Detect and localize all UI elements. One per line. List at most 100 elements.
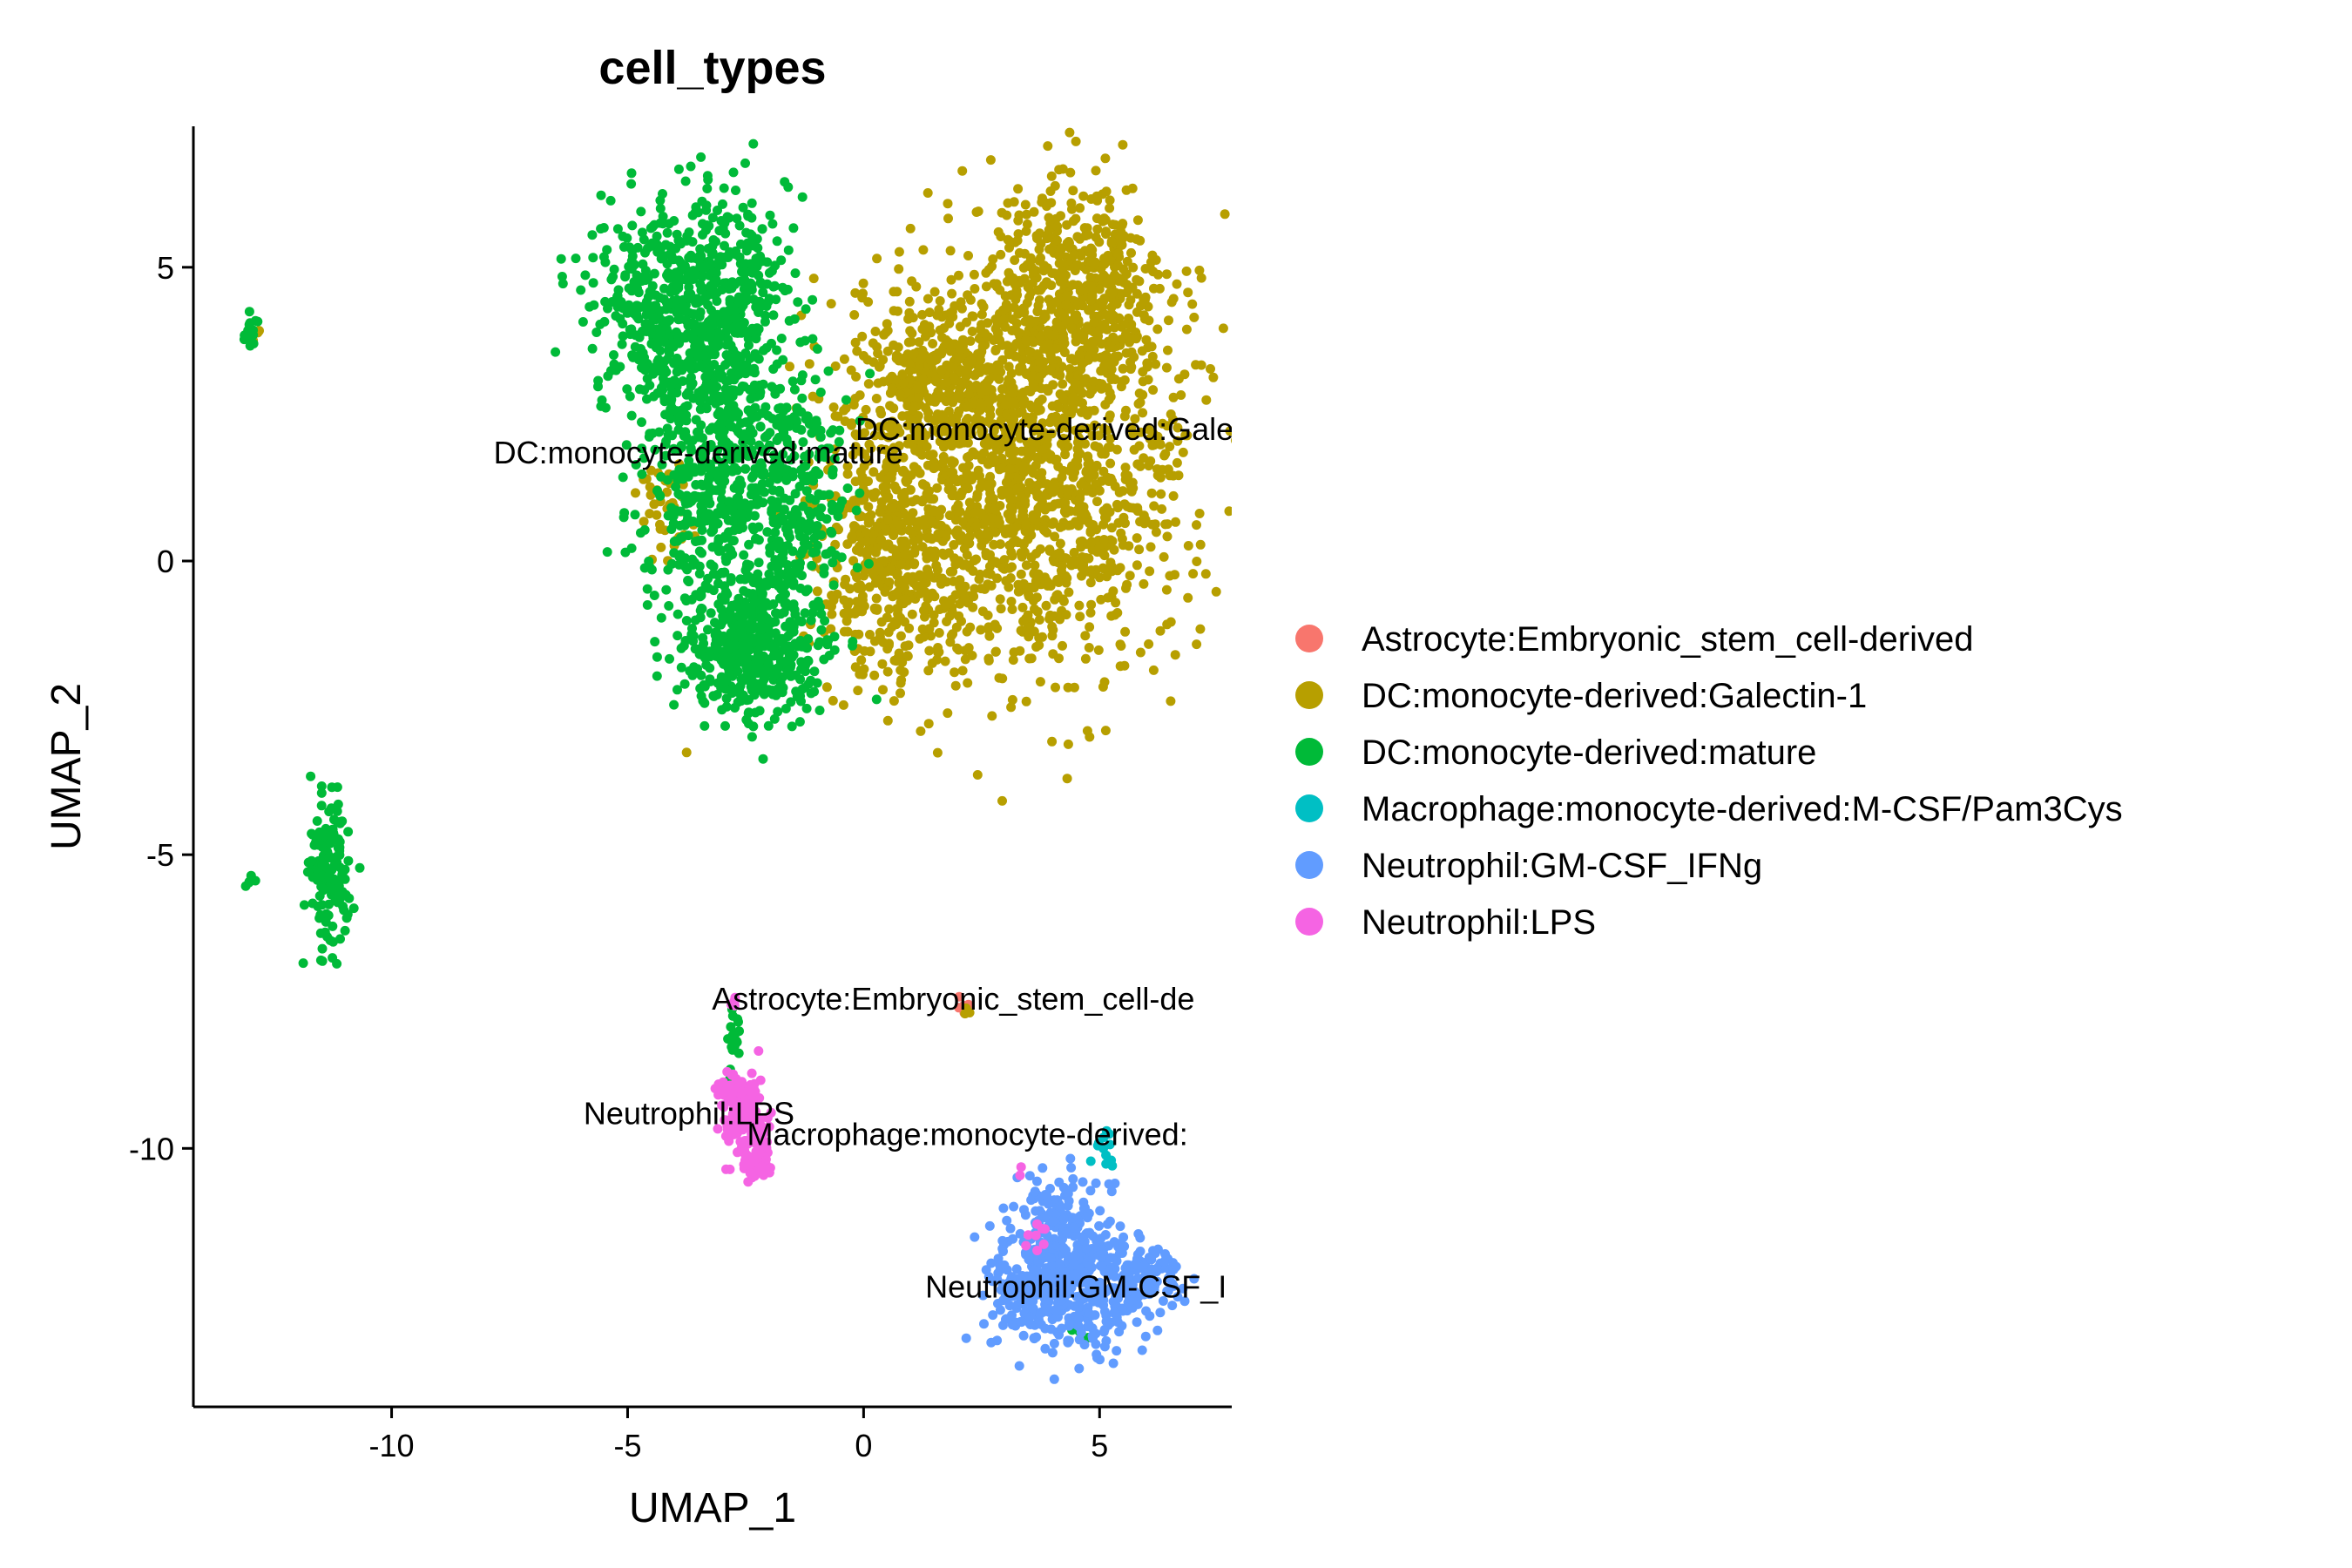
- data-point: [317, 860, 328, 870]
- data-point: [1206, 364, 1215, 374]
- data-point: [240, 881, 251, 891]
- data-point: [978, 301, 989, 312]
- data-point: [983, 550, 993, 560]
- data-point: [1031, 487, 1041, 497]
- data-point: [865, 368, 875, 379]
- data-point: [1006, 702, 1017, 713]
- data-point: [841, 574, 851, 585]
- data-point: [1028, 379, 1038, 389]
- data-point: [673, 235, 684, 246]
- data-point: [708, 561, 719, 571]
- data-point: [757, 479, 767, 489]
- data-point: [1046, 355, 1057, 365]
- data-point: [862, 512, 873, 523]
- data-point: [709, 389, 720, 400]
- data-point: [788, 599, 799, 610]
- data-point: [738, 653, 748, 664]
- data-point: [950, 515, 961, 525]
- data-point: [663, 429, 673, 440]
- data-point: [721, 350, 732, 360]
- data-point: [829, 454, 840, 463]
- data-point: [1166, 617, 1176, 627]
- data-point: [1099, 353, 1109, 363]
- data-point: [1183, 541, 1193, 551]
- data-point: [1075, 423, 1085, 434]
- data-point: [1096, 594, 1106, 605]
- data-point: [923, 666, 934, 676]
- data-point: [1063, 739, 1073, 749]
- data-point: [945, 246, 956, 256]
- data-point: [833, 511, 843, 522]
- data-point: [1065, 167, 1076, 178]
- data-point: [736, 618, 747, 629]
- data-point: [975, 470, 984, 481]
- data-point: [759, 467, 769, 477]
- data-point: [745, 365, 755, 375]
- data-point: [640, 275, 651, 286]
- data-point: [696, 285, 706, 295]
- data-point: [1001, 477, 1011, 488]
- data-point: [1010, 255, 1020, 266]
- data-point: [790, 268, 801, 279]
- data-point: [668, 443, 679, 454]
- data-point: [826, 624, 836, 634]
- data-point: [1009, 414, 1019, 424]
- data-point: [618, 242, 629, 252]
- data-point: [970, 508, 980, 518]
- data-point: [845, 584, 855, 594]
- data-point: [716, 216, 727, 226]
- data-point: [1196, 273, 1206, 283]
- data-point: [1058, 640, 1067, 651]
- data-point: [700, 698, 710, 708]
- data-point: [1132, 560, 1142, 571]
- data-point: [883, 627, 894, 638]
- data-point: [1039, 525, 1049, 535]
- data-point: [873, 348, 883, 359]
- data-point: [931, 426, 942, 436]
- data-point: [893, 342, 903, 353]
- data-point: [783, 182, 794, 193]
- data-point: [851, 505, 862, 516]
- data-point: [904, 296, 915, 307]
- data-point: [922, 442, 932, 452]
- data-point: [740, 463, 751, 474]
- data-point: [914, 337, 924, 348]
- data-point: [768, 281, 779, 292]
- data-point: [888, 464, 898, 475]
- data-point: [1043, 386, 1053, 396]
- data-point: [1178, 447, 1188, 457]
- data-point: [1068, 186, 1078, 196]
- data-point: [659, 364, 670, 375]
- data-point: [327, 782, 337, 793]
- data-point: [920, 587, 930, 598]
- data-point: [1098, 302, 1108, 313]
- data-point: [1020, 199, 1031, 210]
- data-point: [307, 855, 317, 866]
- data-point: [1017, 362, 1027, 373]
- data-point: [971, 521, 982, 531]
- data-point: [968, 311, 978, 321]
- data-point: [923, 719, 934, 729]
- data-point: [734, 485, 745, 496]
- data-point: [1049, 1338, 1059, 1348]
- data-point: [316, 781, 327, 791]
- data-point: [1038, 280, 1049, 291]
- data-point: [243, 325, 253, 335]
- data-point: [943, 199, 953, 209]
- data-point: [719, 457, 729, 468]
- data-point: [842, 600, 853, 611]
- data-point: [1085, 1156, 1096, 1166]
- data-point: [816, 490, 827, 500]
- data-point: [551, 347, 561, 357]
- data-point: [654, 427, 665, 437]
- data-point: [1021, 369, 1031, 379]
- data-point: [315, 928, 326, 938]
- data-point: [985, 569, 996, 579]
- data-point: [933, 529, 943, 539]
- data-point: [669, 548, 679, 558]
- data-point: [1087, 544, 1098, 555]
- data-point: [747, 213, 757, 223]
- data-point: [894, 441, 904, 451]
- data-point: [931, 506, 942, 517]
- data-point: [871, 593, 882, 604]
